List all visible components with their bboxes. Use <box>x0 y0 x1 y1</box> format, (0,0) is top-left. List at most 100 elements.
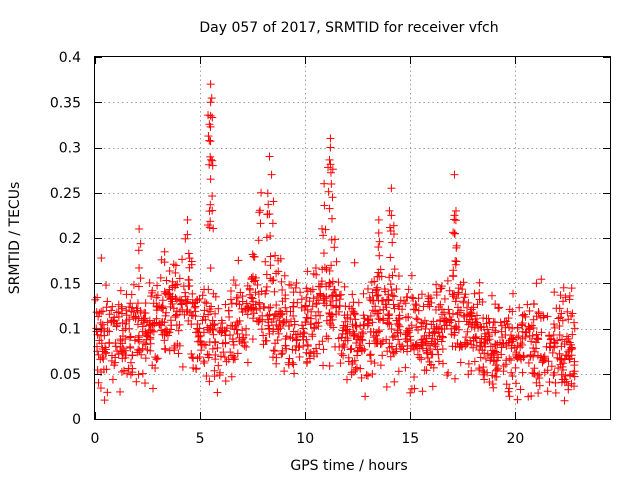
data-point <box>382 335 391 344</box>
data-point <box>485 330 494 339</box>
data-point <box>509 289 518 298</box>
data-point <box>318 265 327 274</box>
data-point <box>301 318 310 327</box>
data-point <box>118 339 127 348</box>
data-point <box>277 277 286 286</box>
data-point <box>518 340 527 349</box>
data-point <box>145 278 154 287</box>
data-point <box>320 201 329 210</box>
data-point <box>417 338 426 347</box>
data-point <box>505 354 514 363</box>
data-point <box>266 261 275 270</box>
data-point <box>350 258 359 267</box>
data-point <box>308 285 317 294</box>
data-point <box>417 355 426 364</box>
data-point <box>483 336 492 345</box>
data-point <box>412 301 421 310</box>
data-point <box>363 321 372 330</box>
data-point <box>487 291 496 300</box>
data-point <box>492 348 501 357</box>
data-point <box>103 388 112 397</box>
data-point <box>208 316 217 325</box>
data-point <box>379 314 388 323</box>
data-point <box>206 264 215 273</box>
data-point <box>534 335 543 344</box>
data-point <box>438 333 447 342</box>
data-point <box>117 309 126 318</box>
data-point <box>191 307 200 316</box>
data-point <box>384 290 393 299</box>
data-point <box>231 321 240 330</box>
data-point <box>193 354 202 363</box>
data-point <box>211 292 220 301</box>
data-point <box>98 320 107 329</box>
data-point <box>458 342 467 351</box>
data-point <box>390 377 399 386</box>
data-point <box>220 353 229 362</box>
data-point <box>108 302 117 311</box>
data-point <box>437 337 446 346</box>
y-tick-label: 0.35 <box>50 95 81 111</box>
data-point <box>568 309 577 318</box>
data-point <box>165 346 174 355</box>
data-point <box>432 322 441 331</box>
data-point <box>166 316 175 325</box>
data-point <box>489 383 498 392</box>
data-point <box>220 326 229 335</box>
data-point <box>302 313 311 322</box>
x-tick-label: 20 <box>506 431 524 447</box>
data-point <box>206 175 215 184</box>
data-point <box>381 300 390 309</box>
data-point <box>394 367 403 376</box>
data-point <box>126 299 135 308</box>
data-point <box>507 334 516 343</box>
data-point <box>548 348 557 357</box>
data-point <box>556 360 565 369</box>
data-point <box>249 252 258 261</box>
data-point <box>221 377 230 386</box>
data-point <box>153 281 162 290</box>
data-point <box>291 346 300 355</box>
data-point <box>390 292 399 301</box>
data-point <box>365 351 374 360</box>
data-point <box>503 319 512 328</box>
data-point <box>427 350 436 359</box>
data-point <box>280 317 289 326</box>
data-point <box>488 379 497 388</box>
data-point <box>299 324 308 333</box>
data-point <box>238 297 247 306</box>
data-point <box>267 317 276 326</box>
data-point <box>243 310 252 319</box>
data-point <box>198 291 207 300</box>
data-point <box>491 300 500 309</box>
data-point <box>194 332 203 341</box>
data-point <box>288 358 297 367</box>
data-point <box>269 346 278 355</box>
x-tick-label: 15 <box>401 431 419 447</box>
data-point <box>530 364 539 373</box>
data-point <box>509 335 518 344</box>
data-point <box>141 340 150 349</box>
data-point <box>197 346 206 355</box>
data-point <box>187 349 196 358</box>
data-point <box>382 382 391 391</box>
data-point <box>394 272 403 281</box>
data-point <box>387 286 396 295</box>
x-axis-title: GPS time / hours <box>290 458 407 474</box>
data-point <box>311 264 320 273</box>
data-point <box>167 297 176 306</box>
data-point <box>204 132 213 141</box>
data-point <box>387 211 396 220</box>
data-point <box>491 341 500 350</box>
data-point <box>475 288 484 297</box>
data-point <box>532 334 541 343</box>
data-point <box>513 395 522 404</box>
data-point <box>481 354 490 363</box>
data-point <box>424 294 433 303</box>
data-point <box>406 336 415 345</box>
data-point <box>200 298 209 307</box>
data-point <box>401 313 410 322</box>
data-point <box>126 342 135 351</box>
data-point <box>312 349 321 358</box>
data-point <box>312 270 321 279</box>
